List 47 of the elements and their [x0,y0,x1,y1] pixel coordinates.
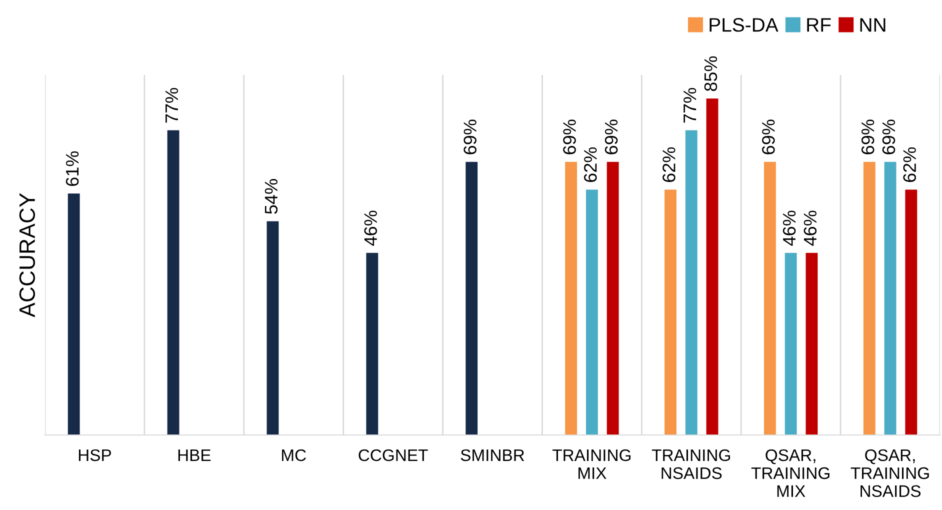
data-label: 62% [903,147,916,182]
x-tick-label: QSAR, TRAINING MIX [751,449,830,497]
x-tick-label: QSAR, TRAINING NSAIDS [850,449,929,498]
data-label: 69% [762,120,775,154]
x-tick-label: HBE [178,450,211,461]
bar [167,130,180,435]
data-label: 62% [662,147,676,182]
data-label: 77% [684,88,696,123]
data-label: 54% [264,179,278,214]
x-tick-label: TRAINING NSAIDS [652,449,730,480]
x-tick-label: SMINBR [460,449,524,462]
bar [664,190,676,435]
legend-label: PLS-DA [710,18,778,32]
x-tick-label: TRAINING MIX [552,449,631,479]
data-label: 69% [882,120,896,154]
bar [884,162,896,435]
bar [68,194,80,435]
data-label: 46% [364,210,378,246]
bar [764,162,776,435]
data-label: 46% [782,210,796,246]
bar [784,252,797,435]
bar [905,190,918,435]
bar [266,221,279,435]
data-label: 46% [804,210,817,246]
x-tick-label: MC [282,449,306,462]
data-label: 62% [584,147,597,182]
data-label: 69% [604,120,618,154]
data-label: 77% [165,88,178,123]
bar [863,162,876,435]
data-label: 69% [464,120,476,154]
data-label: 69% [563,120,576,154]
legend-label: RF [807,18,831,32]
bar [706,98,718,435]
bar [806,252,818,435]
x-tick-label: HSP [78,449,111,462]
y-axis-title: ACCURACY [19,193,36,318]
bar [586,190,598,435]
bar [606,162,619,435]
data-label: 69% [861,120,874,154]
bar [366,252,378,435]
data-label: 85% [704,56,718,92]
bar [685,130,698,435]
x-tick-label: CCGNET [358,449,428,462]
bar [565,162,578,435]
data-label: 61% [66,151,79,186]
bar [466,162,478,435]
legend-label: NN [860,18,886,32]
